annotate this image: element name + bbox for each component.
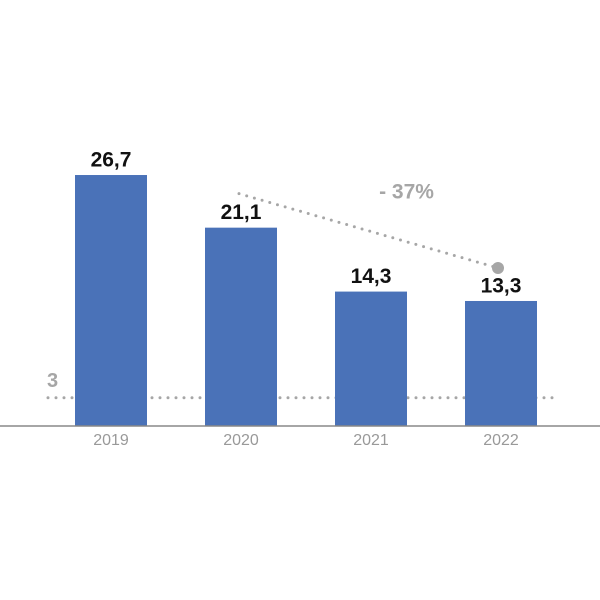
value-label: 13,3 [481,275,522,298]
bar [335,291,407,426]
x-tick-label: 2020 [223,432,259,449]
bar [205,227,277,426]
bar [465,300,537,426]
annotation: - 37% [379,180,434,203]
trend-line [237,192,500,270]
value-label: 14,3 [351,265,392,288]
x-tick-label: 2022 [483,432,519,449]
value-label: 21,1 [221,201,262,224]
value-label: 26,7 [91,149,132,172]
reference-label: 3 [47,370,58,392]
bar [75,175,147,426]
x-tick-label: 2019 [93,432,129,449]
x-tick-label: 2021 [353,432,389,449]
trend-dot [492,261,504,274]
